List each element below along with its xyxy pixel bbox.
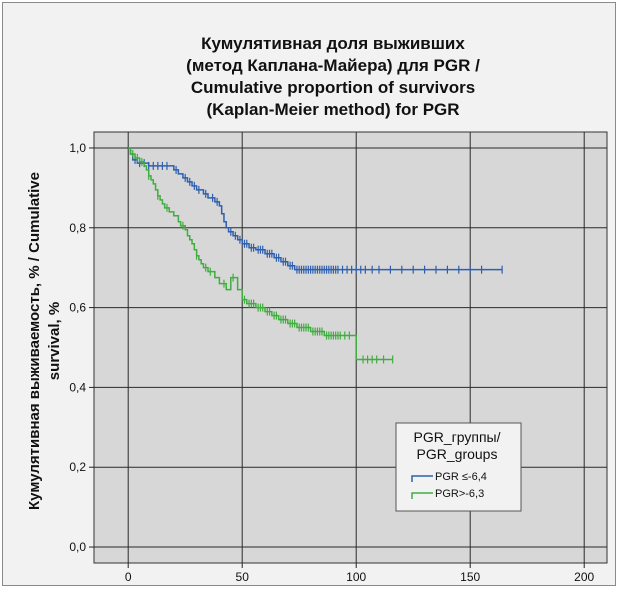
y-axis-label-line: Кумулятивная выживаемость, % / Cumulativ…	[26, 172, 43, 510]
km-chart: Кумулятивная доля выживших (метод Каплан…	[26, 34, 608, 584]
title-line: Кумулятивная доля выживших	[201, 34, 465, 53]
x-tick-label: 0	[125, 570, 132, 584]
legend: PGR_группы/ PGR_groups PGR ≤-6,4 PGR>-6,…	[395, 422, 522, 512]
y-tick-label: 0,8	[69, 221, 86, 235]
chart-title: Кумулятивная доля выживших (метод Каплан…	[186, 34, 480, 119]
axis-ticks: 0,0 0,2 0,4 0,6 0,8 1,0 0 50 100 150 200	[69, 141, 594, 584]
y-tick-label: 0,0	[69, 540, 86, 554]
legend-entry-label: PGR ≤-6,4	[435, 471, 487, 483]
x-tick-label: 200	[574, 570, 594, 584]
survival-curve-series-2	[128, 147, 393, 361]
x-tick-label: 100	[346, 570, 366, 584]
x-tick-label: 50	[236, 570, 250, 584]
y-axis-label: Кумулятивная выживаемость, % / Cumulativ…	[26, 172, 63, 510]
x-tick-label: 150	[460, 570, 480, 584]
legend-swatch-series-2	[411, 492, 433, 499]
title-line: (метод Каплана-Майера) для PGR /	[186, 56, 480, 75]
y-tick-label: 1,0	[69, 141, 86, 155]
legend-box	[395, 422, 522, 512]
y-tick-label: 0,4	[69, 380, 86, 394]
legend-swatch-series-1	[411, 475, 433, 482]
legend-title-line: PGR_группы/	[414, 429, 501, 445]
y-axis-label-line: survival, %	[46, 302, 63, 380]
title-line: (Kaplan-Meier method) for PGR	[206, 100, 459, 119]
legend-entry-label: PGR>-6,3	[435, 488, 484, 500]
plot-area	[93, 131, 608, 564]
y-tick-label: 0,2	[69, 460, 86, 474]
survival-curve-series-1	[128, 147, 503, 271]
survival-curves	[128, 147, 503, 364]
title-line: Cumulative proportion of survivors	[191, 78, 475, 97]
y-tick-label: 0,6	[69, 301, 86, 315]
legend-title-line: PGR_groups	[417, 446, 498, 462]
